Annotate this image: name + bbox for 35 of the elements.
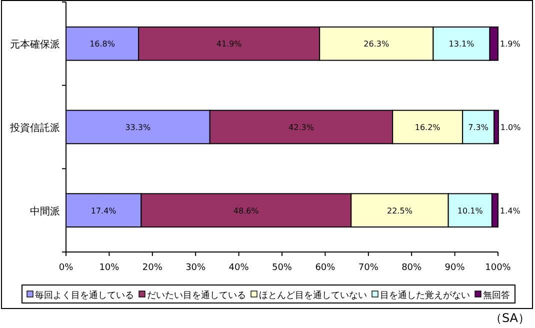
x-tick-label: 80% [402,263,422,273]
legend-label: 毎回よく目を通している [35,290,134,301]
legend-label: 目を通した覚えがない [380,290,470,301]
x-tick-label: 100% [485,263,512,273]
y-tick-label: 元本確保派 [10,38,60,51]
data-label: 1.4% [500,206,521,216]
data-label: 1.9% [500,40,521,49]
x-tick-label: 60% [315,263,336,273]
legend-label: ほとんど目を通していない [259,290,367,301]
x-tick-label: 30% [186,263,206,273]
y-tick-label: 投資信託派 [9,122,60,134]
data-label: 10.1% [457,206,484,216]
y-tick-label: 中間派 [30,205,60,218]
x-tick-label: 10% [99,263,120,273]
x-tick-label: 0% [58,263,74,273]
x-tick-label: 70% [358,263,379,273]
legend-label: だいたい目を通している [147,290,246,301]
data-label: 22.5% [387,206,413,216]
x-tick-label: 40% [228,263,250,273]
text: （SA） [490,311,530,325]
data-label: 48.6% [233,206,260,216]
data-label: 42.3% [288,123,314,132]
x-tick-label: 90% [444,263,466,273]
data-label: 26.3% [364,40,390,49]
x-tick-label: 50% [272,263,292,273]
data-label: 7.3% [468,123,489,132]
data-label: 33.3% [125,123,152,132]
data-label: 13.1% [448,40,475,49]
data-label: 41.9% [216,40,242,49]
data-label: 16.8% [90,40,116,49]
legend-label: 無回答 [483,290,510,301]
data-label: 16.2% [414,123,441,132]
data-label: 1.0% [500,123,522,132]
data-label: 17.4% [90,206,117,216]
x-tick-label: 20% [142,263,163,273]
